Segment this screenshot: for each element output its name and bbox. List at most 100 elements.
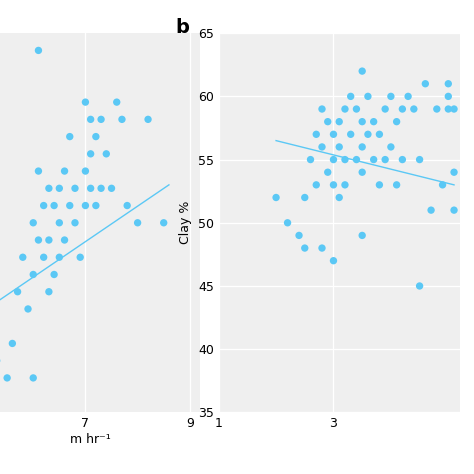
Point xyxy=(341,156,349,164)
Point xyxy=(307,156,314,164)
Point xyxy=(87,116,94,123)
Point xyxy=(445,92,452,100)
Point xyxy=(71,219,79,227)
Point xyxy=(445,105,452,113)
Point xyxy=(29,219,37,227)
Point xyxy=(134,219,141,227)
Point xyxy=(347,92,355,100)
Point xyxy=(97,184,105,192)
Point xyxy=(9,340,16,347)
Point xyxy=(399,156,406,164)
Point xyxy=(330,130,337,138)
Point xyxy=(92,202,100,210)
Point xyxy=(370,156,377,164)
Point xyxy=(450,105,458,113)
Point xyxy=(284,219,292,227)
Point xyxy=(29,374,37,382)
Point xyxy=(123,202,131,210)
Point xyxy=(35,236,42,244)
Point xyxy=(82,167,89,175)
Point xyxy=(301,244,309,252)
Point xyxy=(358,232,366,239)
Point xyxy=(144,116,152,123)
Point xyxy=(97,116,105,123)
Point xyxy=(318,244,326,252)
Point xyxy=(364,92,372,100)
Point xyxy=(40,254,47,261)
Point xyxy=(92,133,100,140)
Point xyxy=(312,181,320,189)
Point xyxy=(433,105,441,113)
Point xyxy=(35,46,42,54)
Point xyxy=(353,105,360,113)
Point xyxy=(3,374,11,382)
Point xyxy=(87,184,94,192)
Point xyxy=(55,184,63,192)
Point xyxy=(393,181,401,189)
Point xyxy=(375,130,383,138)
Point xyxy=(375,181,383,189)
Point xyxy=(336,194,343,201)
Point xyxy=(118,116,126,123)
Point xyxy=(330,257,337,264)
Point xyxy=(341,181,349,189)
Point xyxy=(427,206,435,214)
Point xyxy=(421,80,429,88)
Point xyxy=(160,219,167,227)
Point xyxy=(364,130,372,138)
X-axis label: m hr⁻¹: m hr⁻¹ xyxy=(70,433,111,446)
Point xyxy=(40,202,47,210)
Point xyxy=(399,105,406,113)
Point xyxy=(55,254,63,261)
Point xyxy=(45,184,53,192)
Point xyxy=(295,232,303,239)
Point xyxy=(71,184,79,192)
Point xyxy=(312,130,320,138)
Point xyxy=(61,236,68,244)
Point xyxy=(387,143,395,151)
Point xyxy=(324,118,331,126)
Point xyxy=(55,219,63,227)
Point xyxy=(301,194,309,201)
Point xyxy=(82,202,89,210)
Point xyxy=(330,156,337,164)
Y-axis label: Clay %: Clay % xyxy=(179,201,192,245)
Point xyxy=(358,143,366,151)
Point xyxy=(318,105,326,113)
Point xyxy=(324,168,331,176)
Point xyxy=(439,181,447,189)
Point xyxy=(450,168,458,176)
Point xyxy=(393,118,401,126)
Point xyxy=(29,271,37,278)
Point xyxy=(358,118,366,126)
Point xyxy=(450,206,458,214)
Point xyxy=(358,67,366,75)
Point xyxy=(330,181,337,189)
Point xyxy=(382,105,389,113)
Point xyxy=(50,202,58,210)
Point xyxy=(76,254,84,261)
Point xyxy=(24,305,32,313)
Point xyxy=(445,80,452,88)
Point xyxy=(347,130,355,138)
Point xyxy=(382,156,389,164)
Point xyxy=(370,118,377,126)
Point xyxy=(410,105,418,113)
Point xyxy=(336,118,343,126)
Point xyxy=(19,254,27,261)
Point xyxy=(87,150,94,158)
Point xyxy=(50,271,58,278)
Point xyxy=(416,282,423,290)
Point xyxy=(102,150,110,158)
Point xyxy=(66,202,73,210)
Point xyxy=(61,167,68,175)
Point xyxy=(35,167,42,175)
Point xyxy=(66,133,73,140)
Point xyxy=(82,98,89,106)
Point xyxy=(14,288,21,295)
Point xyxy=(318,143,326,151)
Point xyxy=(336,143,343,151)
Point xyxy=(113,98,120,106)
Point xyxy=(353,156,360,164)
Point xyxy=(358,168,366,176)
